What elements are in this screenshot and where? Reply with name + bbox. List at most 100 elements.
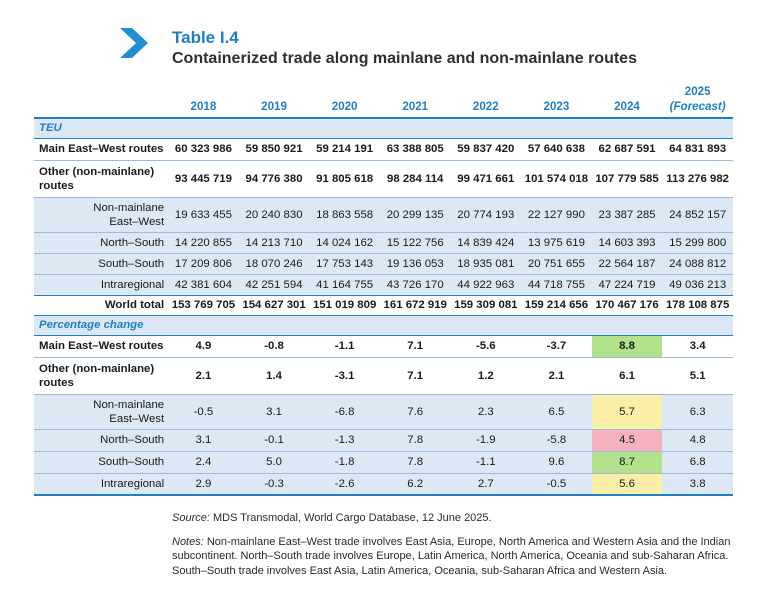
- cell: 47 224 719: [591, 274, 663, 295]
- cell: 159 214 656: [521, 294, 592, 315]
- col-2018: 2018: [190, 100, 217, 113]
- table-row: Intraregional 2.9 -0.3 -2.6 6.2 2.7 -0.5…: [34, 473, 733, 496]
- cell: -0.5: [168, 394, 239, 430]
- cell: 94 776 380: [238, 160, 310, 198]
- row-label: Other (non-mainlane) routes: [34, 357, 169, 395]
- trade-table: 2018 2019 2020 2021 2022 2023 2024 2025(…: [34, 80, 733, 496]
- cell: 161 672 919: [379, 294, 451, 315]
- row-label: Other (non-mainlane) routes: [34, 160, 169, 198]
- cell: 14 213 710: [238, 232, 310, 254]
- chevron-right-icon: [120, 28, 148, 58]
- cell-highlight-pink: 4.5: [591, 429, 663, 452]
- world-total-row: World total 153 769 705 154 627 301 151 …: [34, 294, 733, 315]
- cell: 62 687 591: [591, 138, 663, 161]
- table-row: South–South 2.4 5.0 -1.8 7.8 -1.1 9.6 8.…: [34, 451, 733, 474]
- cell: 1.4: [238, 357, 310, 395]
- cell: 7.8: [379, 451, 451, 474]
- footnotes: Source: MDS Transmodal, World Cargo Data…: [172, 511, 732, 587]
- cell: -0.8: [238, 335, 310, 358]
- section-label: Percentage change: [34, 314, 733, 336]
- cell: -1.8: [309, 451, 380, 474]
- col-2022: 2022: [472, 100, 499, 113]
- cell: 20 299 135: [379, 197, 451, 233]
- cell: -3.7: [521, 335, 592, 358]
- row-label: Non-mainlane East–West: [34, 197, 169, 233]
- cell: 18 863 558: [309, 197, 380, 233]
- cell-highlight-yellow: 5.6: [591, 473, 663, 496]
- cell: 14 839 424: [450, 232, 522, 254]
- cell: 15 122 756: [379, 232, 451, 254]
- table-row: Non-mainlane East–West -0.5 3.1 -6.8 7.6 …: [34, 394, 733, 430]
- cell: -5.6: [450, 335, 522, 358]
- cell: 49 036 213: [662, 274, 733, 295]
- cell: 14 024 162: [309, 232, 380, 254]
- col-2024: 2024: [614, 100, 640, 113]
- cell: 22 564 187: [591, 253, 663, 275]
- cell: 20 751 655: [521, 253, 592, 275]
- cell: 7.1: [379, 357, 451, 395]
- cell: 59 214 191: [309, 138, 380, 161]
- cell: 7.1: [379, 335, 451, 358]
- cell: -1.3: [309, 429, 380, 452]
- cell: 24 852 157: [662, 197, 733, 233]
- row-label: Non-mainlane East–West: [34, 394, 169, 430]
- row-label: North–South: [34, 429, 169, 452]
- col-2021: 2021: [402, 100, 429, 113]
- table-row: South–South 17 209 806 18 070 246 17 753…: [34, 253, 733, 275]
- cell: -1.1: [450, 451, 522, 474]
- cell: 170 467 176: [591, 294, 663, 315]
- cell: -6.8: [309, 394, 380, 430]
- col-2023: 2023: [543, 100, 570, 113]
- cell: 1.2: [450, 357, 522, 395]
- cell: 20 240 830: [238, 197, 310, 233]
- cell: 6.5: [521, 394, 592, 430]
- cell: 59 850 921: [238, 138, 310, 161]
- cell: 3.1: [238, 394, 310, 430]
- cell: 13 975 619: [521, 232, 592, 254]
- cell: 159 309 081: [450, 294, 522, 315]
- row-label: South–South: [34, 253, 169, 275]
- table-row: Intraregional 42 381 604 42 251 594 41 1…: [34, 274, 733, 295]
- cell: 17 209 806: [168, 253, 239, 275]
- table-header: Table I.4 Containerized trade along main…: [172, 28, 637, 69]
- section-row-teu: TEU: [34, 118, 733, 139]
- table-row: Other (non-mainlane) routes 2.1 1.4 -3.1 …: [34, 357, 733, 395]
- cell: 113 276 982: [662, 160, 733, 198]
- table-row: Non-mainlane East–West 19 633 455 20 240 …: [34, 197, 733, 233]
- cell: 18 070 246: [238, 253, 310, 275]
- cell: 2.7: [450, 473, 522, 496]
- cell: 6.3: [662, 394, 733, 430]
- cell: 3.8: [662, 473, 733, 496]
- table-row: North–South 14 220 855 14 213 710 14 024…: [34, 232, 733, 254]
- cell-highlight-green: 8.7: [591, 451, 663, 474]
- cell: 6.8: [662, 451, 733, 474]
- cell: -0.5: [521, 473, 592, 496]
- table-row: Other (non-mainlane) routes 93 445 719 94…: [34, 160, 733, 198]
- cell: 43 726 170: [379, 274, 451, 295]
- cell: 178 108 875: [662, 294, 733, 315]
- col-2020: 2020: [331, 100, 358, 113]
- cell: 91 805 618: [309, 160, 380, 198]
- cell: 5.0: [238, 451, 310, 474]
- cell: 2.4: [168, 451, 239, 474]
- cell: 64 831 893: [662, 138, 733, 161]
- cell: 15 299 800: [662, 232, 733, 254]
- row-label: Intraregional: [34, 473, 169, 496]
- cell: 14 603 393: [591, 232, 663, 254]
- cell: 19 633 455: [168, 197, 239, 233]
- table-number: Table I.4: [172, 28, 239, 47]
- row-label: Intraregional: [34, 274, 169, 295]
- cell: 6.1: [591, 357, 663, 395]
- cell: 107 779 585: [591, 160, 663, 198]
- cell: 44 922 963: [450, 274, 522, 295]
- cell: 151 019 809: [309, 294, 380, 315]
- cell: 14 220 855: [168, 232, 239, 254]
- cell: 59 837 420: [450, 138, 522, 161]
- col-2019: 2019: [261, 100, 287, 113]
- cell: 154 627 301: [238, 294, 310, 315]
- cell: 2.1: [168, 357, 239, 395]
- cell: 17 753 143: [309, 253, 380, 275]
- cell: 3.1: [168, 429, 239, 452]
- row-label: Main East–West routes: [34, 335, 169, 358]
- row-label: World total: [34, 294, 169, 315]
